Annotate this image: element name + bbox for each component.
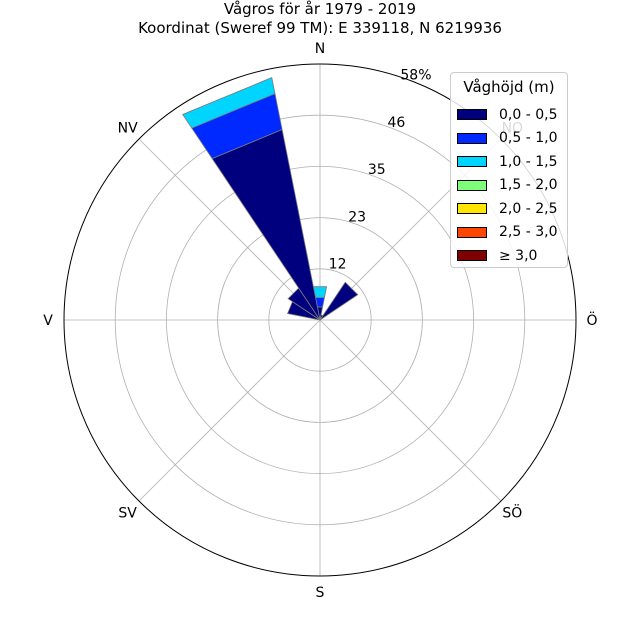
legend-entry-2: 1,0 - 1,5	[457, 150, 561, 174]
chart-title-block: Vågros för år 1979 - 2019 Koordinat (Swe…	[0, 0, 640, 38]
legend-swatch-0	[457, 109, 487, 121]
legend-entry-3: 1,5 - 2,0	[457, 174, 561, 198]
legend-label-2: 1,0 - 1,5	[499, 153, 558, 170]
legend-label-4: 2,0 - 2,5	[499, 200, 558, 217]
direction-label-3: SÖ	[502, 503, 522, 521]
direction-label-0: N	[315, 41, 325, 57]
polar-grid	[64, 64, 576, 576]
legend-label-3: 1,5 - 2,0	[499, 177, 558, 194]
direction-label-7: NV	[118, 121, 138, 137]
legend-swatch-4	[457, 203, 487, 215]
radial-tick-label-2: 35	[368, 162, 386, 178]
legend-entry-1: 0,5 - 1,0	[457, 127, 561, 151]
legend-swatch-1	[457, 132, 487, 144]
grid-spoke-5	[138, 319, 321, 502]
radial-tick-labels: 12 23 35 46 58%	[329, 67, 432, 272]
legend-label-6: ≥ 3,0	[499, 247, 538, 264]
direction-label-2: Ö	[586, 311, 597, 329]
legend-swatch-3	[457, 179, 487, 191]
bar-5-2	[182, 77, 276, 129]
legend-entry-4: 2,0 - 2,5	[457, 197, 561, 221]
bar-5-0	[211, 128, 321, 321]
grid-spoke-7	[138, 138, 321, 321]
radial-tick-label-4: 58%	[400, 67, 431, 83]
legend: Våghöjd (m) 0,0 - 0,5 0,5 - 1,0 1,0 - 1,5 1…	[450, 72, 568, 268]
legend-entry-5: 2,5 - 3,0	[457, 221, 561, 245]
legend-swatch-5	[457, 226, 487, 238]
bar-2-0	[319, 281, 359, 321]
radial-tick-label-1: 23	[348, 209, 366, 225]
grid-spoke-3	[319, 319, 502, 502]
direction-label-6: V	[43, 313, 53, 329]
chart-title: Vågros för år 1979 - 2019	[223, 0, 417, 18]
legend-swatch-6	[457, 250, 487, 262]
legend-label-0: 0,0 - 0,5	[499, 106, 558, 123]
legend-label-1: 0,5 - 1,0	[499, 130, 558, 147]
chart-subtitle: Koordinat (Sweref 99 TM): E 339118, N 62…	[138, 19, 502, 37]
direction-label-4: S	[316, 585, 325, 601]
legend-swatch-2	[457, 156, 487, 168]
legend-entries: 0,0 - 0,5 0,5 - 1,0 1,0 - 1,5 1,5 - 2,0 2,0 …	[457, 103, 561, 268]
radial-tick-label-0: 12	[329, 257, 347, 273]
radial-tick-label-3: 46	[387, 115, 405, 131]
rose-bars	[182, 77, 359, 321]
direction-label-5: SV	[118, 505, 137, 521]
legend-title: Våghöjd (m)	[463, 78, 555, 96]
legend-entry-0: 0,0 - 0,5	[457, 103, 561, 127]
legend-entry-6: ≥ 3,0	[457, 244, 561, 268]
legend-label-5: 2,5 - 3,0	[499, 224, 558, 241]
polar-frame	[63, 63, 577, 577]
